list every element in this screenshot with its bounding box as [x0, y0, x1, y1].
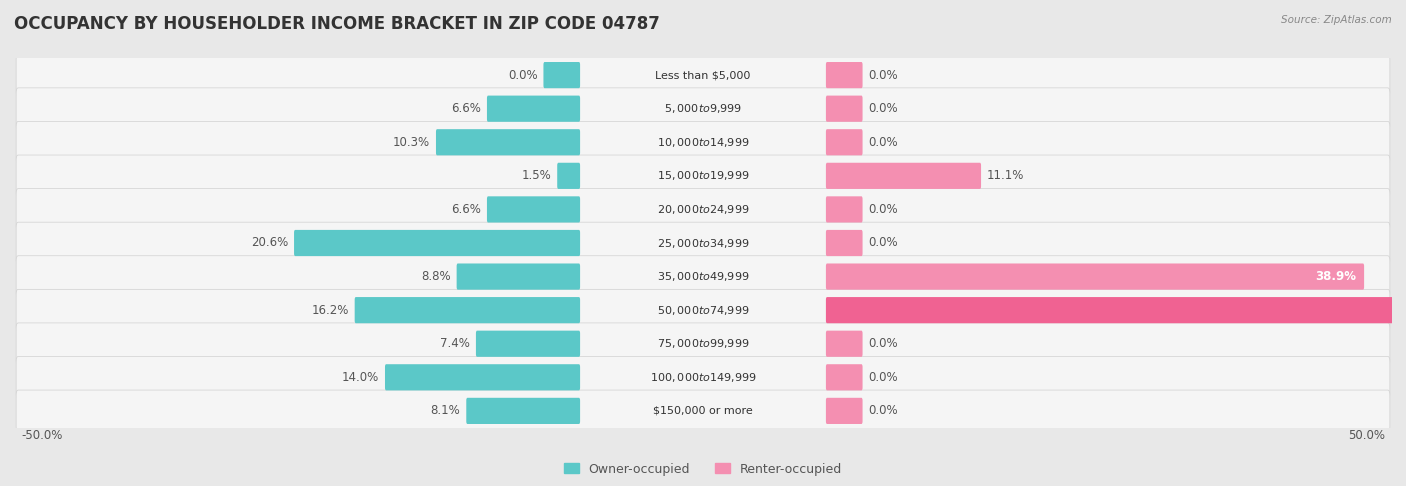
- FancyBboxPatch shape: [385, 364, 581, 390]
- Text: 7.4%: 7.4%: [440, 337, 470, 350]
- Legend: Owner-occupied, Renter-occupied: Owner-occupied, Renter-occupied: [558, 457, 848, 481]
- Text: 20.6%: 20.6%: [252, 237, 288, 249]
- FancyBboxPatch shape: [825, 163, 981, 189]
- Text: 0.0%: 0.0%: [869, 404, 898, 417]
- Text: $15,000 to $19,999: $15,000 to $19,999: [657, 169, 749, 182]
- Text: 0.0%: 0.0%: [869, 371, 898, 384]
- Text: 1.5%: 1.5%: [522, 169, 551, 182]
- FancyBboxPatch shape: [825, 398, 862, 424]
- FancyBboxPatch shape: [825, 129, 862, 156]
- FancyBboxPatch shape: [825, 96, 862, 122]
- FancyBboxPatch shape: [825, 62, 862, 88]
- Text: 8.1%: 8.1%: [430, 404, 461, 417]
- FancyBboxPatch shape: [15, 155, 1391, 197]
- Text: 0.0%: 0.0%: [508, 69, 537, 82]
- Text: 11.1%: 11.1%: [987, 169, 1024, 182]
- FancyBboxPatch shape: [457, 263, 581, 290]
- FancyBboxPatch shape: [15, 289, 1391, 331]
- FancyBboxPatch shape: [15, 390, 1391, 432]
- FancyBboxPatch shape: [486, 96, 581, 122]
- Text: -50.0%: -50.0%: [21, 429, 62, 442]
- Text: 6.6%: 6.6%: [451, 102, 481, 115]
- FancyBboxPatch shape: [825, 196, 862, 223]
- Text: 10.3%: 10.3%: [394, 136, 430, 149]
- Text: OCCUPANCY BY HOUSEHOLDER INCOME BRACKET IN ZIP CODE 04787: OCCUPANCY BY HOUSEHOLDER INCOME BRACKET …: [14, 15, 659, 33]
- Text: Less than $5,000: Less than $5,000: [655, 70, 751, 80]
- FancyBboxPatch shape: [15, 323, 1391, 364]
- Text: $20,000 to $24,999: $20,000 to $24,999: [657, 203, 749, 216]
- FancyBboxPatch shape: [354, 297, 581, 323]
- FancyBboxPatch shape: [436, 129, 581, 156]
- Text: $50,000 to $74,999: $50,000 to $74,999: [657, 304, 749, 317]
- FancyBboxPatch shape: [475, 330, 581, 357]
- Text: 0.0%: 0.0%: [869, 102, 898, 115]
- FancyBboxPatch shape: [294, 230, 581, 256]
- Text: 0.0%: 0.0%: [869, 237, 898, 249]
- Text: Source: ZipAtlas.com: Source: ZipAtlas.com: [1281, 15, 1392, 25]
- Text: 50.0%: 50.0%: [1348, 429, 1385, 442]
- FancyBboxPatch shape: [825, 330, 862, 357]
- FancyBboxPatch shape: [544, 62, 581, 88]
- Text: $150,000 or more: $150,000 or more: [654, 406, 752, 416]
- Text: 6.6%: 6.6%: [451, 203, 481, 216]
- Text: $5,000 to $9,999: $5,000 to $9,999: [664, 102, 742, 115]
- FancyBboxPatch shape: [15, 54, 1391, 96]
- Text: 0.0%: 0.0%: [869, 203, 898, 216]
- FancyBboxPatch shape: [825, 297, 1406, 323]
- FancyBboxPatch shape: [15, 122, 1391, 163]
- Text: $75,000 to $99,999: $75,000 to $99,999: [657, 337, 749, 350]
- FancyBboxPatch shape: [825, 364, 862, 390]
- Text: $35,000 to $49,999: $35,000 to $49,999: [657, 270, 749, 283]
- FancyBboxPatch shape: [15, 222, 1391, 264]
- Text: 8.8%: 8.8%: [422, 270, 451, 283]
- Text: 38.9%: 38.9%: [1315, 270, 1357, 283]
- Text: $100,000 to $149,999: $100,000 to $149,999: [650, 371, 756, 384]
- FancyBboxPatch shape: [15, 88, 1391, 129]
- Text: 16.2%: 16.2%: [312, 304, 349, 317]
- FancyBboxPatch shape: [467, 398, 581, 424]
- FancyBboxPatch shape: [557, 163, 581, 189]
- FancyBboxPatch shape: [15, 256, 1391, 297]
- Text: 0.0%: 0.0%: [869, 69, 898, 82]
- FancyBboxPatch shape: [486, 196, 581, 223]
- Text: 0.0%: 0.0%: [869, 337, 898, 350]
- Text: $25,000 to $34,999: $25,000 to $34,999: [657, 237, 749, 249]
- Text: $10,000 to $14,999: $10,000 to $14,999: [657, 136, 749, 149]
- FancyBboxPatch shape: [15, 189, 1391, 230]
- FancyBboxPatch shape: [15, 357, 1391, 398]
- FancyBboxPatch shape: [825, 263, 1364, 290]
- Text: 14.0%: 14.0%: [342, 371, 380, 384]
- Text: 0.0%: 0.0%: [869, 136, 898, 149]
- FancyBboxPatch shape: [825, 230, 862, 256]
